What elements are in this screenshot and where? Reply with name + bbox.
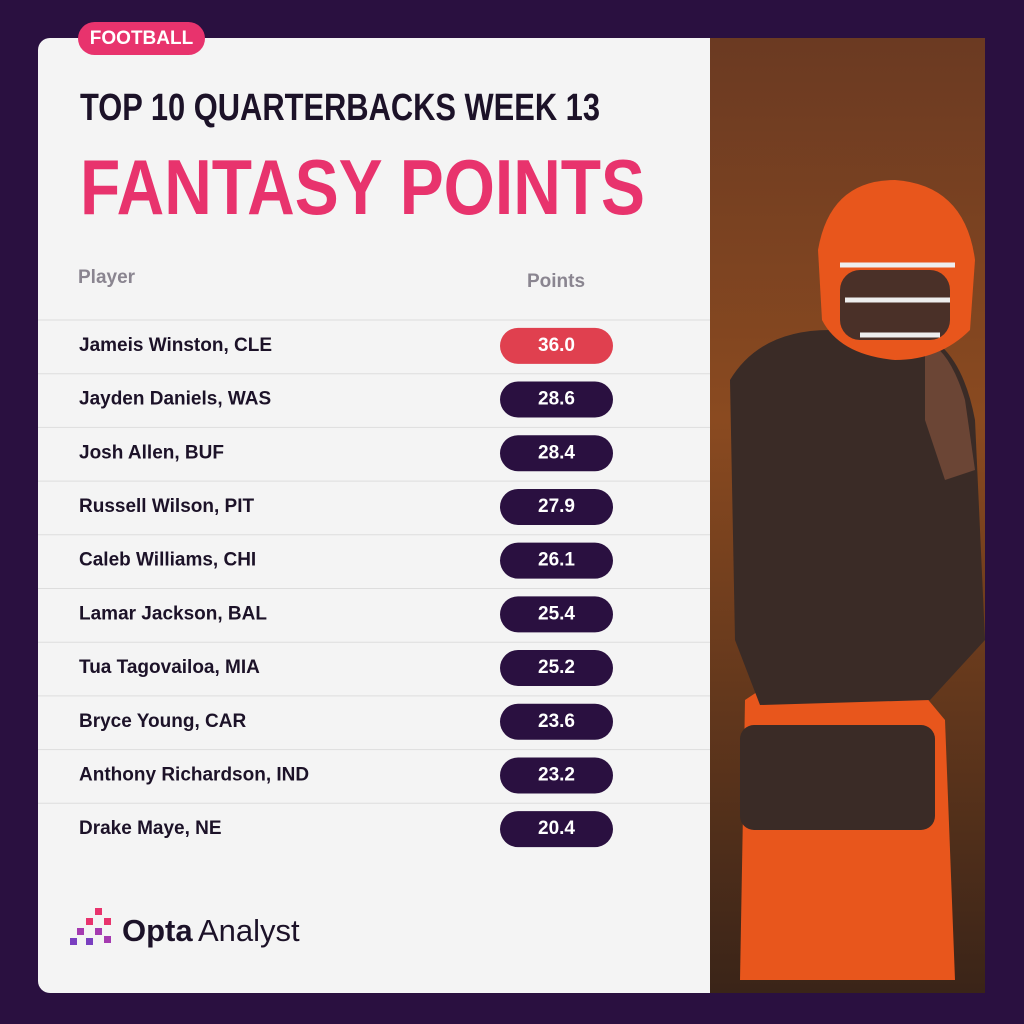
column-header: Player <box>78 267 136 288</box>
hand <box>925 340 975 480</box>
points-pill <box>500 327 613 364</box>
column-header: Points <box>527 271 585 292</box>
table: Jameis Winston, CLE 36.0 Jayden Daniels, W… <box>38 319 710 848</box>
subtitle: FANTASY POINTS <box>80 143 645 231</box>
player-photo <box>710 38 985 993</box>
points: 25.4 <box>538 603 575 624</box>
player-name: Bryce Young, CAR <box>79 711 246 732</box>
player-name: Josh Allen, BUF <box>79 442 224 463</box>
tag: FOOTBALL <box>90 28 194 49</box>
face <box>840 270 950 340</box>
points: 23.2 <box>538 764 575 785</box>
towel <box>740 725 935 830</box>
logo-brand: Opta <box>122 913 193 948</box>
player-name: Tua Tagovailoa, MIA <box>79 657 260 678</box>
player-name: Jameis Winston, CLE <box>79 335 272 356</box>
points-pill <box>500 381 613 418</box>
jersey <box>730 330 985 705</box>
points-pill <box>500 488 613 525</box>
player-name: Drake Maye, NE <box>79 818 222 839</box>
points: 27.9 <box>538 496 575 517</box>
facemask <box>840 262 955 338</box>
player-name: Jayden Daniels, WAS <box>79 389 271 410</box>
points: 23.6 <box>538 711 575 732</box>
points: 25.2 <box>538 657 575 678</box>
player-name: Caleb Williams, CHI <box>79 550 256 571</box>
logo-icon <box>70 908 111 945</box>
title: TOP 10 QUARTERBACKS WEEK 13 <box>80 87 600 129</box>
player-name: Lamar Jackson, BAL <box>79 603 267 624</box>
points: 28.6 <box>538 389 575 410</box>
points-pill <box>500 757 613 794</box>
player-name: Anthony Richardson, IND <box>79 764 309 785</box>
points: 20.4 <box>538 818 575 839</box>
tag-pill <box>78 22 205 55</box>
logo-product: Analyst <box>198 913 300 948</box>
points: 28.4 <box>538 442 575 463</box>
logo: Opta Analyst <box>70 908 300 948</box>
points-pill <box>500 596 613 633</box>
points-pill <box>500 435 613 472</box>
points-pill <box>500 542 613 579</box>
points-pill <box>500 703 613 740</box>
points: 36.0 <box>538 335 575 356</box>
points-pill <box>500 811 613 848</box>
points-pill <box>500 650 613 687</box>
points: 26.1 <box>538 550 575 571</box>
player-name: Russell Wilson, PIT <box>79 496 254 517</box>
